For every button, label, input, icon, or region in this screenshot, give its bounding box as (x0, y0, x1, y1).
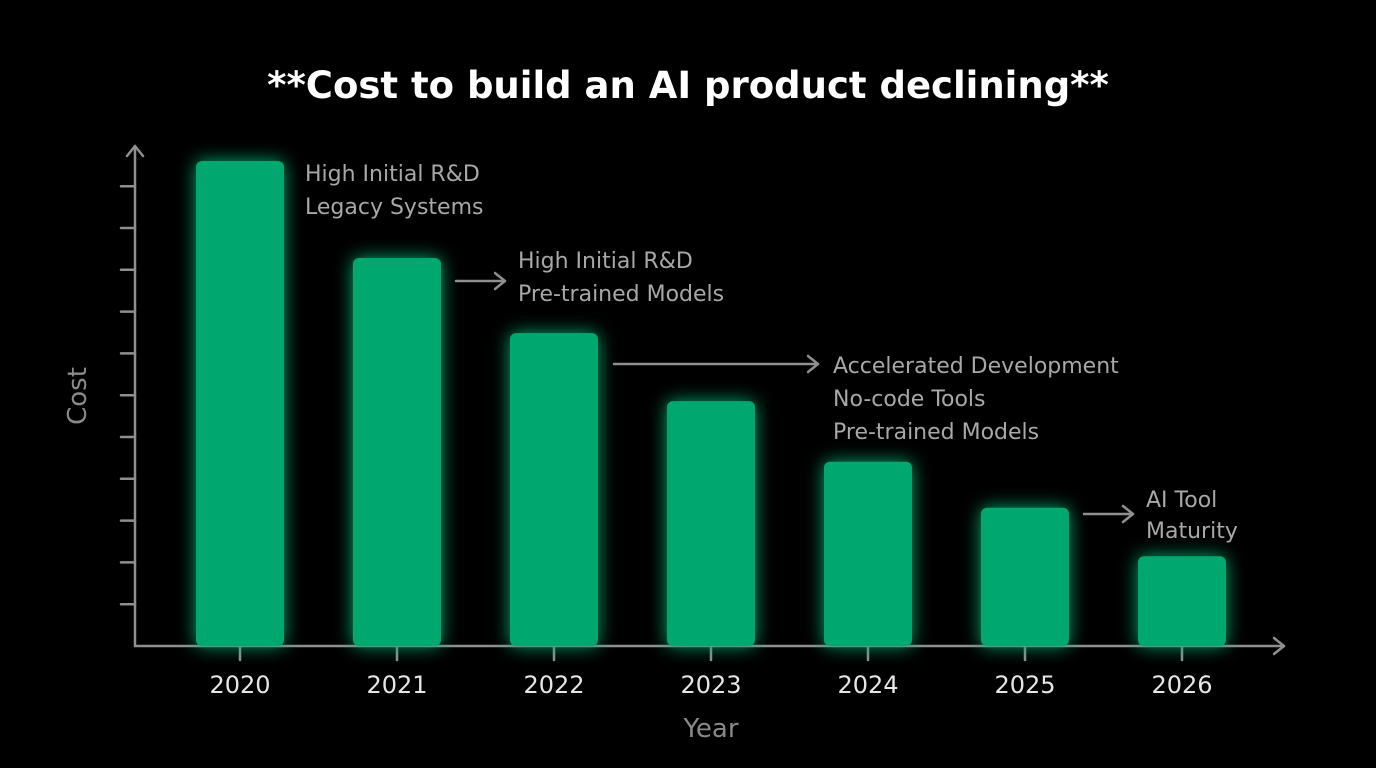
bar-2026 (1138, 556, 1226, 646)
annotation-2021: High Initial R&D Pre-trained Models (454, 249, 724, 307)
x-tick-labels: 2020 2021 2022 2023 2024 2025 2026 (209, 671, 1212, 699)
annotation-text: High Initial R&D (305, 162, 480, 187)
annotation-text: Pre-trained Models (518, 282, 724, 307)
x-axis-arrowhead (1272, 636, 1286, 656)
x-tick-label-2022: 2022 (523, 671, 584, 699)
y-axis-arrowhead (125, 144, 145, 158)
annotation-text: High Initial R&D (518, 249, 693, 274)
bar-2020 (196, 161, 284, 646)
y-axis-label: Cost (63, 367, 93, 425)
annotation-arrowhead (1121, 504, 1135, 524)
annotation-text: No-code Tools (833, 387, 986, 412)
x-tick-label-2020: 2020 (209, 671, 270, 699)
x-tick-label-2025: 2025 (994, 671, 1055, 699)
annotation-text: AI Tool (1146, 488, 1217, 513)
annotation-arrowhead (806, 354, 820, 374)
x-tick-label-2023: 2023 (680, 671, 741, 699)
x-axis-label: Year (682, 714, 738, 744)
annotation-arrowhead (493, 271, 507, 291)
chart-title: **Cost to build an AI product declining*… (267, 64, 1109, 107)
x-tick-label-2026: 2026 (1151, 671, 1212, 699)
annotation-2022: Accelerated Development No-code Tools Pre-… (612, 354, 1119, 445)
x-tick-label-2024: 2024 (837, 671, 898, 699)
annotation-text: Maturity (1146, 519, 1238, 544)
bar-2025 (981, 507, 1069, 646)
bars (196, 161, 1226, 646)
annotation-text: Legacy Systems (305, 195, 483, 220)
bar-2024 (824, 461, 912, 646)
annotation-text: Accelerated Development (833, 354, 1119, 379)
x-tick-label-2021: 2021 (366, 671, 427, 699)
annotation-text: Pre-trained Models (833, 420, 1039, 445)
annotation-2025: AI Tool Maturity (1082, 488, 1238, 544)
bar-2021 (353, 258, 441, 646)
bar-2022 (510, 333, 598, 646)
annotation-2020: High Initial R&D Legacy Systems (305, 162, 483, 220)
bar-2023 (667, 401, 755, 646)
